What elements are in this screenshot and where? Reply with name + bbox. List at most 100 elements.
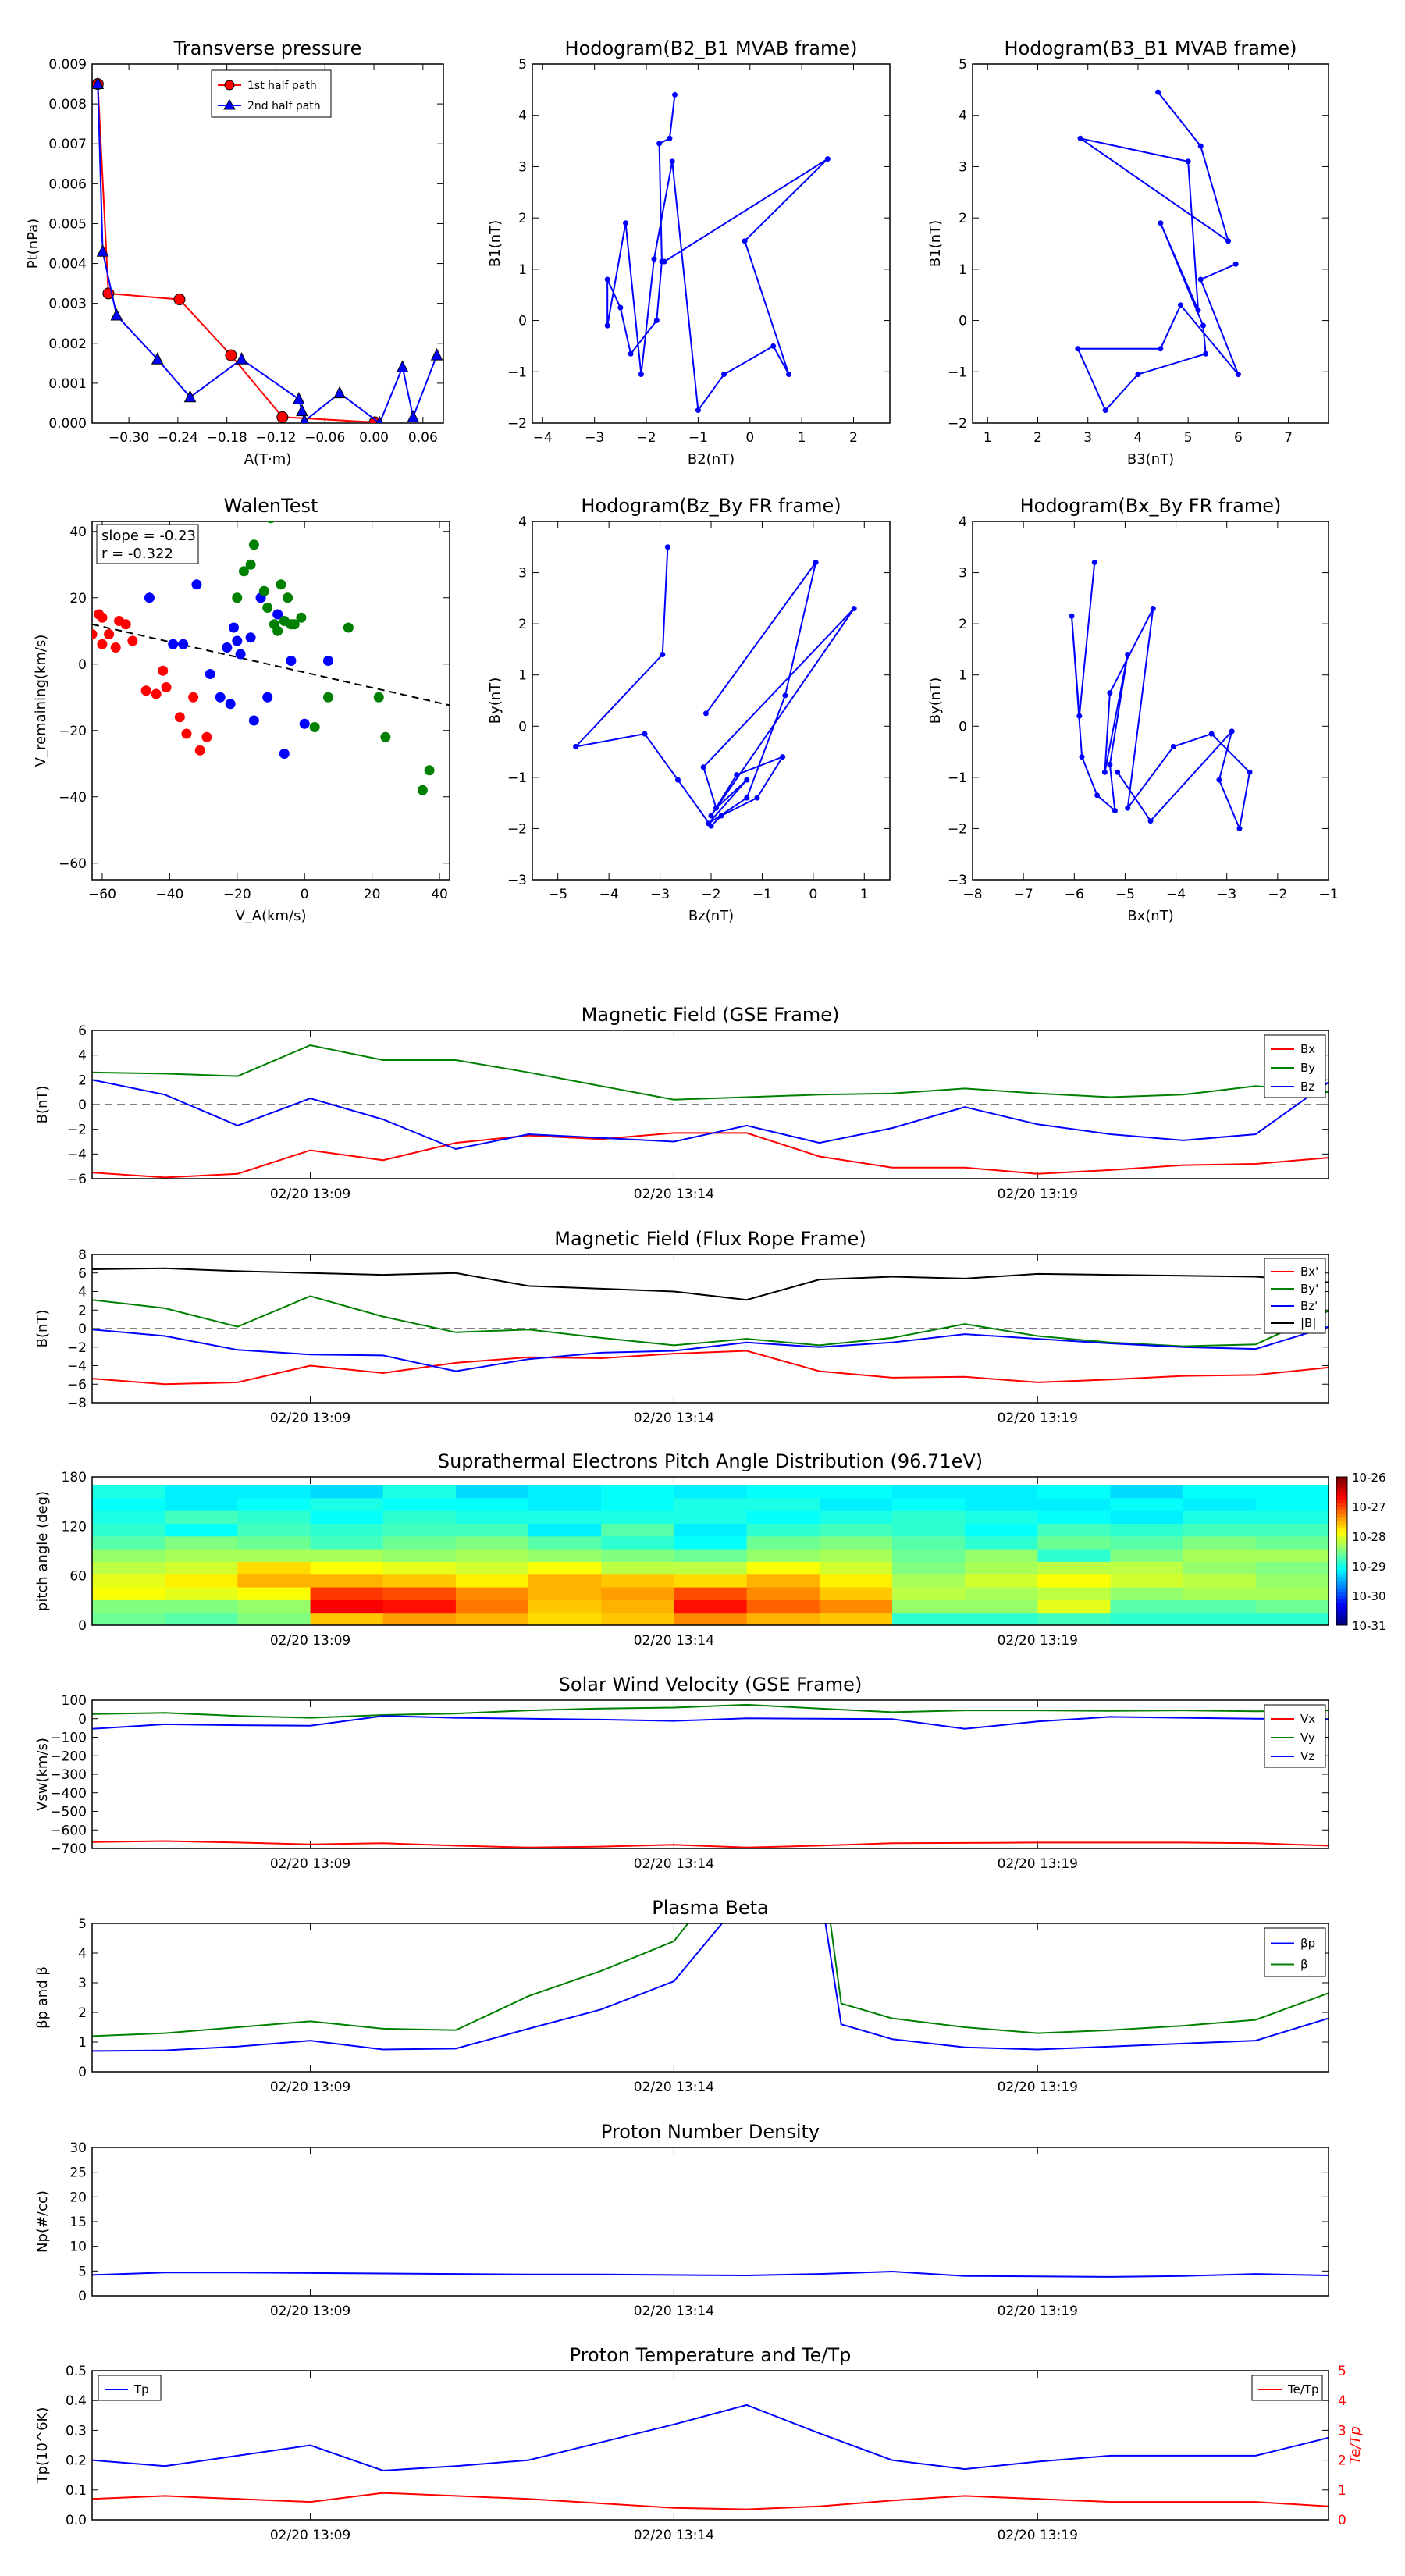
colorbar-cell bbox=[1336, 1588, 1347, 1592]
chart-title: Hodogram(Bx_By FR frame) bbox=[1020, 495, 1282, 517]
heatmap-cell bbox=[965, 1523, 1038, 1537]
colorbar-cell bbox=[1336, 1566, 1347, 1571]
x-tick-label: 40 bbox=[431, 887, 448, 902]
heatmap-cell bbox=[674, 1497, 748, 1511]
heatmap-cell bbox=[674, 1549, 748, 1562]
data-point bbox=[309, 722, 320, 732]
heatmap-cell bbox=[310, 1523, 384, 1537]
heatmap-cell bbox=[382, 1485, 457, 1499]
colorbar-cell bbox=[1336, 1603, 1347, 1607]
colorbar-label: 10-30 bbox=[1352, 1589, 1386, 1603]
plot-area bbox=[92, 1923, 1329, 2052]
heatmap-cell bbox=[1110, 1549, 1184, 1562]
x-tick-label: −3 bbox=[1217, 887, 1236, 902]
chart-mag_gse: Magnetic Field (GSE Frame) −6 −4 −2 0 2 4 6 B(nT… bbox=[34, 1004, 1329, 1202]
data-point bbox=[1075, 346, 1081, 352]
data-point bbox=[258, 585, 269, 596]
y-tick-label: 20 bbox=[69, 2190, 87, 2205]
chart-pad: Suprathermal Electrons Pitch Angle Distr… bbox=[34, 1450, 1386, 1649]
heatmap-cell bbox=[674, 1574, 748, 1588]
x-tick-label: −8 bbox=[962, 887, 982, 902]
heatmap-cell bbox=[1183, 1599, 1257, 1614]
heatmap-cell bbox=[1037, 1561, 1111, 1575]
data-point bbox=[430, 347, 443, 361]
heatmap-cell bbox=[455, 1599, 529, 1614]
heatmap-cell bbox=[674, 1599, 748, 1614]
x-tick-label: −4 bbox=[599, 887, 619, 902]
x-tick-label: −1 bbox=[1318, 887, 1338, 902]
heatmap-cell bbox=[965, 1485, 1038, 1499]
y-axis-label: Np(#/cc) bbox=[34, 2190, 51, 2253]
data-point bbox=[201, 731, 212, 742]
legend-box bbox=[1264, 1034, 1326, 1098]
legend-label: Bz bbox=[1300, 1080, 1314, 1094]
heatmap-cell bbox=[528, 1535, 602, 1550]
heatmap-cell bbox=[1110, 1510, 1184, 1524]
heatmap-cell bbox=[455, 1510, 529, 1524]
heatmap-cell bbox=[601, 1523, 674, 1537]
heatmap-cell bbox=[674, 1535, 748, 1550]
y-tick-label: −2 bbox=[67, 1123, 87, 1138]
data-point bbox=[333, 386, 346, 399]
data-point bbox=[272, 609, 283, 620]
data-point bbox=[183, 390, 197, 403]
heatmap-cell bbox=[1255, 1497, 1329, 1511]
series-line bbox=[1076, 91, 1240, 411]
chart-mag_fr: Magnetic Field (Flux Rope Frame) −8 −6 −4 −2… bbox=[34, 1228, 1329, 1426]
heatmap-cell bbox=[92, 1574, 165, 1588]
data-point bbox=[238, 566, 249, 577]
y-tick-label: 2 bbox=[518, 617, 527, 632]
heatmap-cell bbox=[1183, 1612, 1257, 1626]
colorbar-cell bbox=[1336, 1507, 1347, 1511]
x-tick-label: −3 bbox=[585, 430, 604, 446]
data-point bbox=[283, 592, 293, 603]
plot-frame bbox=[91, 1699, 1329, 1849]
x-tick-label: 0.06 bbox=[408, 430, 438, 446]
series-line bbox=[92, 1295, 1329, 1347]
heatmap-cell bbox=[1255, 1535, 1329, 1550]
series-line bbox=[92, 1703, 1329, 1719]
x-tick-label: −6 bbox=[1065, 887, 1084, 902]
legend-box bbox=[1251, 2375, 1323, 2401]
y-tick-label: −3 bbox=[507, 873, 527, 888]
heatmap-cell bbox=[455, 1497, 529, 1511]
heatmap-cell bbox=[528, 1497, 602, 1511]
colorbar-cell bbox=[1336, 1536, 1347, 1541]
x-tick-label: 1 bbox=[798, 430, 806, 446]
y2-tick-label: 1 bbox=[1338, 2483, 1346, 2499]
data-point bbox=[1236, 825, 1243, 831]
colorbar-cell bbox=[1336, 1510, 1347, 1514]
data-point bbox=[161, 682, 172, 692]
time-tick-label: 02/20 13:09 bbox=[270, 2304, 350, 2319]
data-point bbox=[205, 669, 215, 679]
heatmap-cell bbox=[1255, 1587, 1329, 1600]
data-point bbox=[140, 685, 151, 696]
chart-title: Hodogram(Bz_By FR frame) bbox=[581, 495, 841, 517]
heatmap-cell bbox=[1037, 1535, 1111, 1550]
data-point bbox=[742, 238, 748, 244]
heatmap-cell bbox=[819, 1485, 893, 1499]
data-point bbox=[1200, 322, 1206, 329]
heatmap-cell bbox=[1255, 1612, 1329, 1626]
legend-label: βp bbox=[1300, 1937, 1315, 1951]
heatmap-cell bbox=[746, 1497, 820, 1511]
data-point bbox=[299, 718, 310, 729]
heatmap-cell bbox=[1110, 1485, 1184, 1499]
heatmap-cell bbox=[165, 1485, 238, 1499]
colorbar-label: 10-26 bbox=[1352, 1471, 1386, 1485]
chart-proton_density: Proton Number Density 0 5 10 15 20 25 30 Np(#/cc… bbox=[34, 2121, 1329, 2319]
data-point bbox=[672, 91, 678, 98]
colorbar-cell bbox=[1336, 1621, 1347, 1626]
chart-proton_temperature: Proton Temperature and Te/Tp 0.0 0.1 0.2 0.3… bbox=[34, 2344, 1364, 2543]
heatmap-cell bbox=[382, 1574, 457, 1588]
y-tick-label: 0.006 bbox=[48, 176, 87, 192]
heatmap-cell bbox=[1183, 1485, 1257, 1499]
colorbar-cell bbox=[1336, 1592, 1347, 1596]
legend-marker bbox=[223, 99, 236, 110]
chart-hodo_bxby: Hodogram(Bx_By FR frame) −3 −2 −1 0 1 2 3 4 −8 −7 −… bbox=[927, 495, 1339, 924]
plot-frame bbox=[91, 1030, 1329, 1179]
colorbar-cell bbox=[1336, 1492, 1347, 1496]
heatmap-cell bbox=[674, 1612, 748, 1626]
data-point bbox=[1197, 276, 1204, 283]
heatmap-cell bbox=[891, 1574, 966, 1588]
